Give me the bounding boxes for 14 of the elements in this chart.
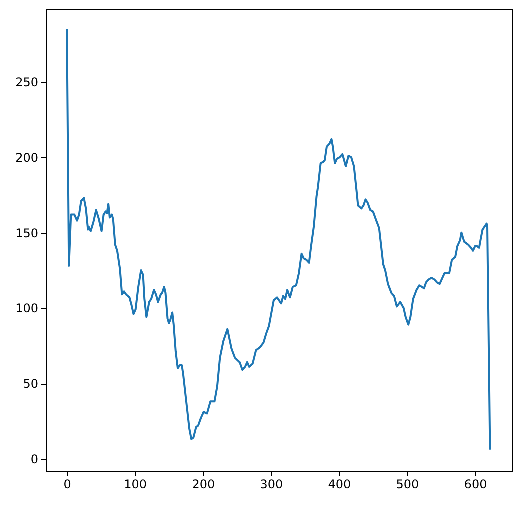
y-tick-label: 200 (16, 150, 38, 165)
x-tick-label: 0 (64, 478, 72, 492)
y-tick-label: 100 (16, 302, 38, 316)
x-tick-label: 600 (464, 478, 488, 492)
x-tick-label: 500 (396, 478, 420, 492)
y-tick-label: 50 (23, 377, 38, 392)
y-tick-label: 150 (16, 226, 38, 240)
x-tick-label: 400 (328, 478, 352, 492)
line-series (66, 28, 492, 451)
x-tick-label: 100 (124, 478, 148, 492)
y-tick-label: 0 (30, 452, 38, 466)
x-tick-label: 300 (260, 478, 284, 492)
y-tick-label: 250 (16, 76, 38, 90)
x-tick-label: 200 (192, 478, 216, 492)
